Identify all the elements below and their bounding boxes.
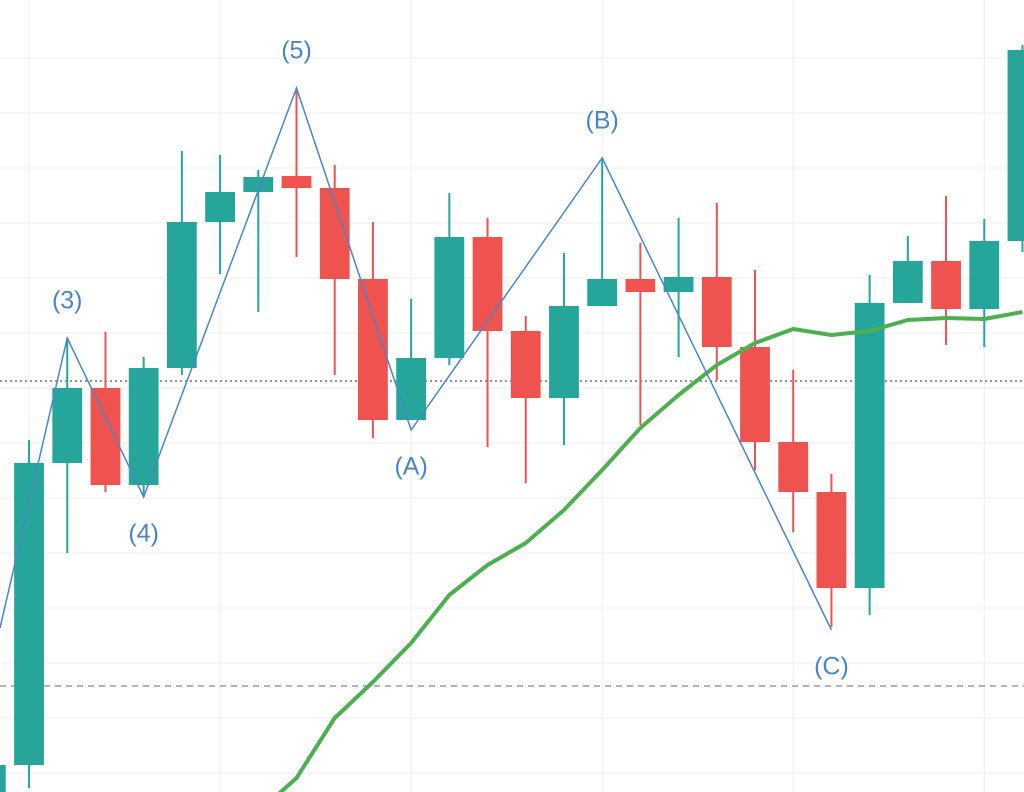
candle-body — [396, 358, 427, 420]
wave-label: (A) — [394, 453, 427, 481]
candle-body — [778, 442, 809, 492]
candle-body — [472, 237, 503, 331]
candle-body — [740, 347, 770, 442]
candle-body — [52, 388, 83, 463]
candle-body — [816, 492, 847, 588]
candle-body — [205, 192, 235, 222]
candle-body — [663, 277, 694, 292]
candle-body — [0, 765, 6, 792]
candle-body — [358, 279, 388, 420]
candle-body — [587, 279, 618, 306]
candle-body — [510, 331, 541, 398]
candle-body — [931, 261, 961, 309]
candle-body — [434, 237, 465, 358]
wave-label: (C) — [814, 653, 849, 681]
candle-body — [14, 463, 44, 765]
candle-body — [281, 176, 312, 188]
wave-label: (5) — [281, 37, 312, 65]
candle-body — [969, 241, 1000, 309]
wave-label: (3) — [52, 287, 83, 315]
candle-body — [1007, 50, 1024, 241]
candle-body — [892, 261, 923, 303]
wave-line — [0, 85, 833, 631]
candle-body — [128, 368, 159, 485]
candle-body — [854, 303, 885, 588]
candle-body — [625, 279, 656, 292]
candle-body — [701, 277, 732, 347]
candle-body — [549, 306, 579, 398]
wave-label: (4) — [128, 520, 159, 548]
candle-body — [243, 177, 274, 192]
moving-average-line — [277, 310, 1023, 792]
candle-body — [90, 388, 121, 485]
wave-label: (B) — [586, 107, 619, 135]
candle-body — [166, 222, 197, 368]
